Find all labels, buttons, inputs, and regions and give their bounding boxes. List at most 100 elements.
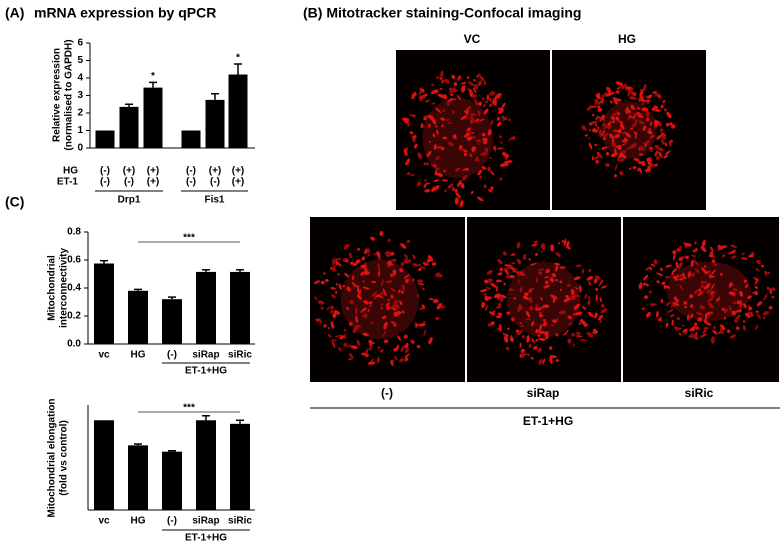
mitochondrion [591,113,595,117]
mitochondrion [529,305,534,311]
mitochondrion [434,146,442,149]
mitochondrion [660,104,664,109]
mitochondrion [377,262,381,271]
mitochondrion [478,101,483,106]
mitochondrion [400,290,404,294]
mitochondrion [492,97,497,101]
row-value: (+) [232,177,245,188]
mitochondrion [613,99,619,105]
mitochondrion [360,272,364,276]
mitochondrion [663,284,667,289]
mitochondrion [723,308,728,314]
mitochondrion [661,138,665,145]
mitochondrion [748,254,754,258]
mitochondrion [327,333,332,338]
mitochondrion [357,247,360,251]
mitochondrion [418,323,426,327]
mitochondrion [678,278,683,281]
mitochondrion [527,287,531,294]
mitochondrion [434,170,438,176]
mitochondrion [390,294,394,299]
y-tick-label: 0.8 [67,227,81,238]
mitochondrion [522,334,525,339]
mitochondrion [754,286,759,289]
mitochondrion [755,268,760,272]
mitochondrion [493,146,497,152]
mitochondrion [473,79,476,82]
mitochondrion [466,136,473,141]
bar [128,290,148,344]
mitochondrion [373,253,377,256]
mitochondrion [497,327,503,332]
bar [205,99,225,148]
mitochondrion [569,296,576,301]
mitochondrion [695,248,698,252]
mitochondrion [736,300,741,305]
mitochondrion [528,296,533,304]
mitochondrion [490,321,495,326]
bar [162,299,182,344]
mitochondrion [433,179,440,182]
mitochondrion [534,307,542,311]
mitochondrion [314,296,318,301]
mitochondrion [744,312,751,319]
mitochondrion [679,262,683,266]
mitochondrion [656,280,660,284]
mitochondrion [648,290,652,294]
mitochondrion [663,154,669,159]
mitochondrion [404,253,408,259]
mitochondrion [559,280,563,284]
mitochondrion [348,353,353,358]
mitochondrion [735,314,741,320]
mitochondrion [666,322,669,328]
mitochondrion [561,240,565,243]
mitochondrion [373,294,376,301]
mitochondrion [453,82,458,87]
mitochondrion [378,257,381,261]
mitochondrion [654,154,657,157]
mitochondrion [527,353,530,356]
mitochondrion [521,352,529,355]
mitochondrion [703,326,709,330]
mitochondrion [416,294,420,298]
mitochondrion [434,89,439,94]
mitochondrion [730,244,737,249]
row-value: (-) [100,177,110,188]
mitochondrion [638,120,645,125]
mitochondrion [423,329,427,337]
mitochondrion [379,231,384,237]
mitochondrion [700,284,705,289]
mitochondrion [497,121,502,127]
mitochondrion [457,94,462,101]
mitochondrion [549,277,555,283]
mitochondrion [463,152,468,157]
mitochondrion [647,164,654,167]
mitochondrion [595,159,599,164]
mitochondrion [660,298,664,304]
mitochondrion [673,268,677,272]
mitochondrion [400,345,405,353]
y-tick-label: 5 [77,55,83,66]
mitochondrion [425,99,430,103]
y-tick-label: 0.6 [67,255,81,266]
mitochondrion [420,122,424,129]
mitochondrion [365,348,369,355]
mitochondrion [400,262,405,267]
mitochondrion [595,287,599,291]
mitochondrion [549,359,553,364]
mitochondrion [537,347,542,353]
mitochondrion [421,304,425,310]
mitochondrion [609,100,613,104]
mitochondrion [604,133,609,136]
mitochondrion [644,99,648,102]
chart-title: mRNA expression by qPCR [34,5,216,21]
mitochondrion [573,276,581,281]
mitochondrion [402,310,405,314]
mitochondrion [656,134,663,140]
mitochondrion [584,293,587,299]
mitochondrion [567,338,572,344]
mitochondrion [422,287,425,291]
mitochondrion [662,100,666,104]
mitochondrion [537,334,541,337]
mitochondrion [651,106,659,111]
